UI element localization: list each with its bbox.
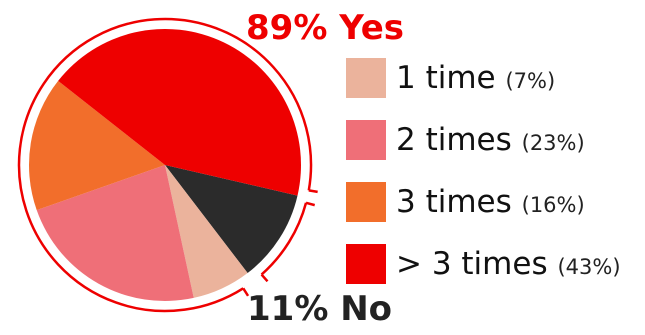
yes-callout-text: 89% Yes <box>246 8 405 48</box>
no-callout: 11% No <box>247 289 392 329</box>
legend-swatch <box>346 58 386 98</box>
legend-swatch <box>346 244 386 284</box>
pie-slice-no <box>165 165 298 274</box>
legend-percent: (23%) <box>521 131 585 155</box>
legend-label-text: 3 times <box>396 184 512 220</box>
pie-slice-3-times <box>58 29 302 196</box>
pie-slice-2-times <box>36 165 194 301</box>
no-callout-text: 11% No <box>247 289 393 329</box>
yes-bracket <box>17 17 318 313</box>
legend-percent: (7%) <box>505 69 556 93</box>
legend-swatch <box>346 182 386 222</box>
legend-percent: (43%) <box>557 255 621 279</box>
pie-slice-3-times <box>28 80 165 211</box>
legend-swatch <box>346 120 386 160</box>
pie-slice-1-time <box>165 165 248 298</box>
legend-percent: (16%) <box>521 193 585 217</box>
legend-label-text: 2 times <box>396 122 512 158</box>
pie-slices <box>28 29 302 301</box>
legend-label-text: 1 time <box>396 60 496 96</box>
no-bracket <box>260 201 316 283</box>
legend-label-text: > 3 times <box>396 246 548 282</box>
yes-callout: 89% Yes <box>246 8 404 48</box>
